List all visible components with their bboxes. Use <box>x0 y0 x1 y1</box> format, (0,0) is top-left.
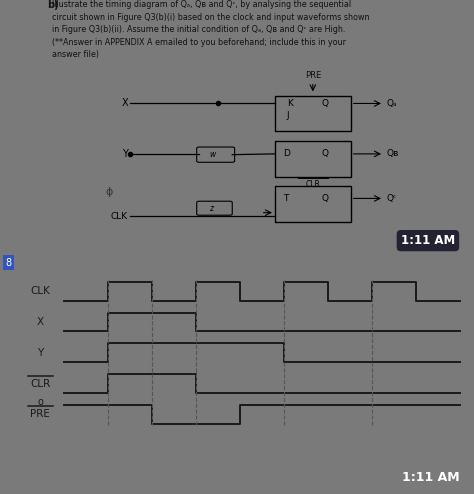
Text: o: o <box>37 397 43 407</box>
Text: X: X <box>121 98 128 109</box>
Bar <box>275 141 351 177</box>
Text: K: K <box>287 99 292 108</box>
Text: Qʙ: Qʙ <box>386 149 399 159</box>
Bar <box>275 186 351 221</box>
Text: Illustrate the timing diagram of Qₐ, Qʙ and Qᶜ, by analysing the sequential
  ci: Illustrate the timing diagram of Qₐ, Qʙ … <box>47 0 370 59</box>
Text: PRE: PRE <box>305 71 321 81</box>
Text: w: w <box>209 150 216 159</box>
Text: CLR: CLR <box>30 378 50 389</box>
Text: ϕ: ϕ <box>105 187 113 197</box>
Text: b): b) <box>47 0 59 10</box>
Text: CLK: CLK <box>30 286 50 296</box>
Text: X: X <box>36 317 44 327</box>
Text: J: J <box>287 111 290 120</box>
Text: Y: Y <box>122 149 128 159</box>
Text: D: D <box>283 149 291 159</box>
Text: 8: 8 <box>6 258 11 268</box>
Text: T: T <box>283 194 289 203</box>
Text: 1:11 AM: 1:11 AM <box>402 471 460 485</box>
Text: Qₐ: Qₐ <box>386 99 397 108</box>
Text: 1:11 AM: 1:11 AM <box>401 234 455 247</box>
Text: Q: Q <box>322 149 329 159</box>
Text: z: z <box>209 204 213 213</box>
Text: Y: Y <box>37 348 44 358</box>
Bar <box>275 96 351 131</box>
Text: PRE: PRE <box>30 410 50 419</box>
Text: CLR: CLR <box>305 180 320 189</box>
Text: Q: Q <box>322 99 329 108</box>
Text: Qᶜ: Qᶜ <box>386 194 397 203</box>
Text: CLK: CLK <box>111 212 128 221</box>
Text: Q: Q <box>322 194 329 203</box>
